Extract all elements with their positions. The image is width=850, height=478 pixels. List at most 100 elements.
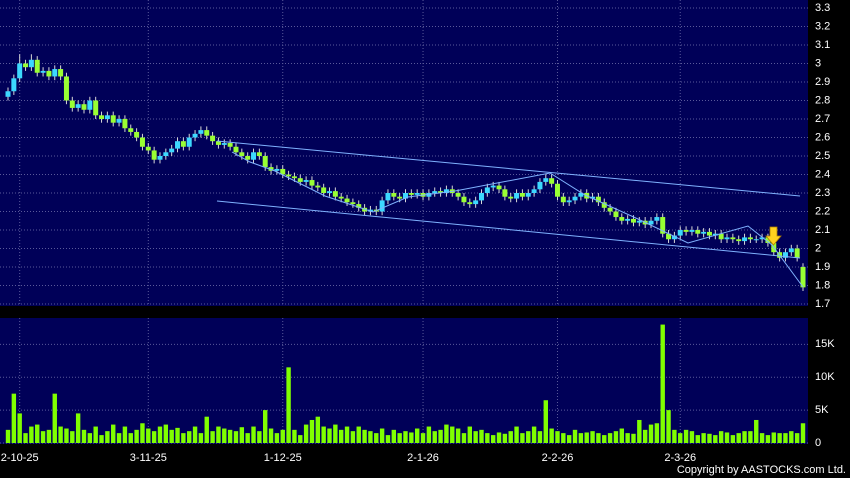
- candle-body: [23, 63, 29, 68]
- volume-bar: [192, 426, 198, 443]
- candle-body: [426, 193, 432, 197]
- candle-body: [438, 191, 444, 193]
- candle-body: [619, 217, 625, 221]
- candle-body: [344, 198, 350, 203]
- volume-bar: [654, 423, 660, 443]
- price-panel: [0, 0, 808, 306]
- volume-bar: [268, 428, 274, 443]
- candle-body: [554, 183, 560, 197]
- candle-body: [601, 202, 607, 208]
- volume-bar: [508, 431, 513, 443]
- volume-bar: [321, 426, 326, 443]
- volume-bar: [432, 431, 437, 443]
- volume-bar: [216, 426, 221, 443]
- volume-bar: [239, 427, 245, 443]
- candle-body: [286, 174, 292, 177]
- candle-body: [338, 196, 344, 199]
- candle-body: [104, 115, 110, 119]
- y-tick-label: 2.7: [815, 113, 830, 125]
- candle-body: [198, 130, 204, 134]
- volume-bar: [111, 424, 116, 443]
- candle-body: [607, 207, 613, 212]
- volume-bar: [222, 428, 227, 443]
- candle-body: [239, 152, 245, 156]
- candle-body: [747, 237, 753, 240]
- volume-bar: [151, 431, 157, 443]
- volume-bar: [198, 433, 204, 443]
- candle-body: [788, 248, 794, 253]
- volume-bar: [315, 416, 321, 443]
- candle-body: [654, 217, 660, 221]
- candle-body: [215, 141, 221, 145]
- volume-bar: [245, 433, 250, 443]
- volume-bar: [140, 423, 145, 443]
- volume-bar: [64, 428, 69, 443]
- volume-bar: [99, 435, 104, 443]
- candle-body: [630, 218, 636, 223]
- candle-body: [414, 193, 420, 195]
- candle-body: [63, 76, 69, 101]
- volume-bar: [619, 428, 624, 443]
- volume-bar: [204, 416, 209, 443]
- candle-body: [794, 248, 800, 258]
- volume-bar: [105, 431, 110, 443]
- candle-body: [519, 193, 525, 197]
- candle-body: [549, 178, 555, 184]
- candle-body: [58, 69, 64, 77]
- volume-bar: [420, 433, 426, 443]
- volume-bar: [344, 426, 350, 443]
- candle-body: [718, 233, 724, 240]
- volume-bar: [93, 426, 98, 443]
- candle-body: [303, 180, 309, 182]
- candle-body: [660, 217, 666, 234]
- volume-bar: [783, 433, 788, 443]
- volume-bar: [549, 428, 554, 443]
- candle-body: [636, 220, 642, 223]
- candle-body: [327, 191, 333, 193]
- volume-bar: [385, 435, 391, 443]
- candle-body: [128, 128, 134, 132]
- candle-body: [17, 63, 23, 79]
- volume-bar: [414, 428, 420, 443]
- candle-body: [151, 150, 157, 160]
- y-tick-label: 2.8: [815, 94, 830, 106]
- volume-bar: [274, 433, 280, 443]
- candle-body: [560, 196, 566, 203]
- x-tick-label: 1-12-25: [264, 452, 302, 464]
- candle-body: [408, 193, 414, 195]
- volume-bar: [490, 435, 496, 443]
- volume-bar: [578, 433, 584, 443]
- volume-bar: [257, 431, 262, 443]
- candle-body: [256, 152, 262, 156]
- candle-body: [800, 267, 806, 288]
- volume-bar: [485, 433, 490, 443]
- y-tick-label: 1.8: [815, 279, 830, 291]
- candle-body: [666, 233, 672, 240]
- volume-bar: [561, 433, 566, 443]
- candle-body: [157, 156, 163, 160]
- candle-body: [210, 135, 216, 142]
- volume-bar: [169, 429, 174, 443]
- candle-body: [590, 196, 596, 199]
- volume-bar: [233, 431, 239, 443]
- volume-bar: [356, 426, 361, 443]
- candle-body: [648, 220, 654, 225]
- candle-body: [537, 181, 543, 190]
- volume-bar: [333, 424, 338, 443]
- candle-body: [46, 70, 52, 77]
- candle-body: [227, 143, 233, 147]
- candle-body: [759, 237, 765, 240]
- volume-bar: [29, 426, 34, 443]
- candle-body: [34, 59, 40, 73]
- volume-panel: [0, 318, 808, 444]
- volume-bar: [537, 431, 543, 443]
- volume-bar: [327, 428, 332, 443]
- candle-body: [701, 231, 707, 234]
- x-tick-label: 2-3-26: [664, 452, 696, 464]
- volume-bar: [473, 431, 478, 443]
- candle-body: [490, 185, 496, 188]
- candle-body: [163, 152, 169, 156]
- y-tick-label: 3.1: [815, 39, 830, 51]
- candle-body: [765, 237, 771, 243]
